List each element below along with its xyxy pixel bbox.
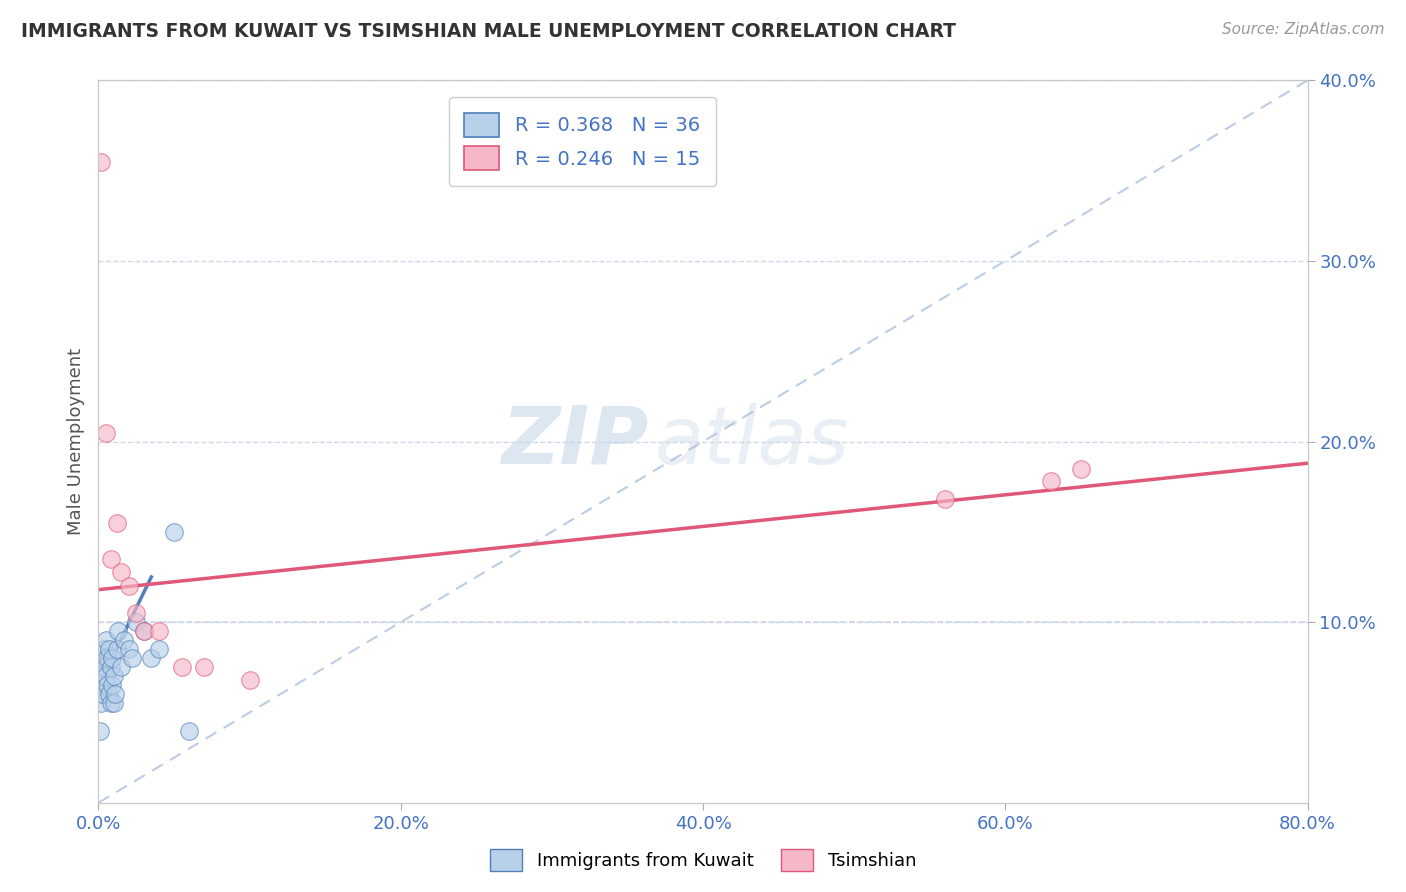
Point bbox=[91, 669, 114, 683]
Point bbox=[103, 669, 125, 683]
Point bbox=[90, 697, 112, 711]
Legend: R = 0.368   N = 36, R = 0.246   N = 15: R = 0.368 N = 36, R = 0.246 N = 15 bbox=[449, 97, 716, 186]
Point bbox=[89, 669, 111, 683]
Point bbox=[96, 678, 118, 692]
Point bbox=[125, 615, 148, 630]
Point bbox=[110, 660, 132, 674]
Point bbox=[110, 565, 132, 579]
Point bbox=[163, 524, 186, 539]
Text: ZIP: ZIP bbox=[501, 402, 648, 481]
Point bbox=[90, 678, 112, 692]
Point bbox=[105, 642, 128, 657]
Point bbox=[107, 624, 129, 639]
Point bbox=[103, 697, 125, 711]
Point bbox=[98, 642, 121, 657]
Point bbox=[148, 642, 170, 657]
Point bbox=[179, 723, 201, 738]
Point bbox=[118, 642, 141, 657]
Point bbox=[94, 633, 117, 648]
Point bbox=[105, 516, 128, 530]
Point bbox=[91, 687, 114, 701]
Point bbox=[100, 697, 122, 711]
Point bbox=[112, 633, 135, 648]
Point bbox=[132, 624, 155, 639]
Point bbox=[90, 660, 112, 674]
Text: atlas: atlas bbox=[655, 402, 849, 481]
Point bbox=[96, 651, 118, 665]
Point bbox=[93, 642, 115, 657]
Text: Source: ZipAtlas.com: Source: ZipAtlas.com bbox=[1222, 22, 1385, 37]
Point bbox=[91, 651, 114, 665]
Point bbox=[94, 669, 117, 683]
Point bbox=[170, 660, 193, 674]
Point bbox=[101, 651, 124, 665]
Point bbox=[98, 687, 121, 701]
Point bbox=[193, 660, 215, 674]
Point bbox=[101, 678, 124, 692]
Point bbox=[118, 579, 141, 593]
Legend: Immigrants from Kuwait, Tsimshian: Immigrants from Kuwait, Tsimshian bbox=[482, 842, 924, 879]
Point bbox=[89, 687, 111, 701]
Point bbox=[90, 154, 112, 169]
Point bbox=[93, 660, 115, 674]
Point bbox=[1070, 461, 1092, 475]
Text: IMMIGRANTS FROM KUWAIT VS TSIMSHIAN MALE UNEMPLOYMENT CORRELATION CHART: IMMIGRANTS FROM KUWAIT VS TSIMSHIAN MALE… bbox=[21, 22, 956, 41]
Point bbox=[239, 673, 262, 687]
Point bbox=[89, 723, 111, 738]
Point bbox=[934, 492, 956, 507]
Point bbox=[141, 651, 163, 665]
Point bbox=[100, 660, 122, 674]
Y-axis label: Male Unemployment: Male Unemployment bbox=[66, 348, 84, 535]
Point bbox=[1039, 475, 1062, 489]
Point bbox=[121, 651, 143, 665]
Point bbox=[94, 425, 117, 440]
Point bbox=[100, 552, 122, 566]
Point bbox=[132, 624, 155, 639]
Point bbox=[104, 687, 127, 701]
Point bbox=[125, 606, 148, 620]
Point bbox=[148, 624, 170, 639]
